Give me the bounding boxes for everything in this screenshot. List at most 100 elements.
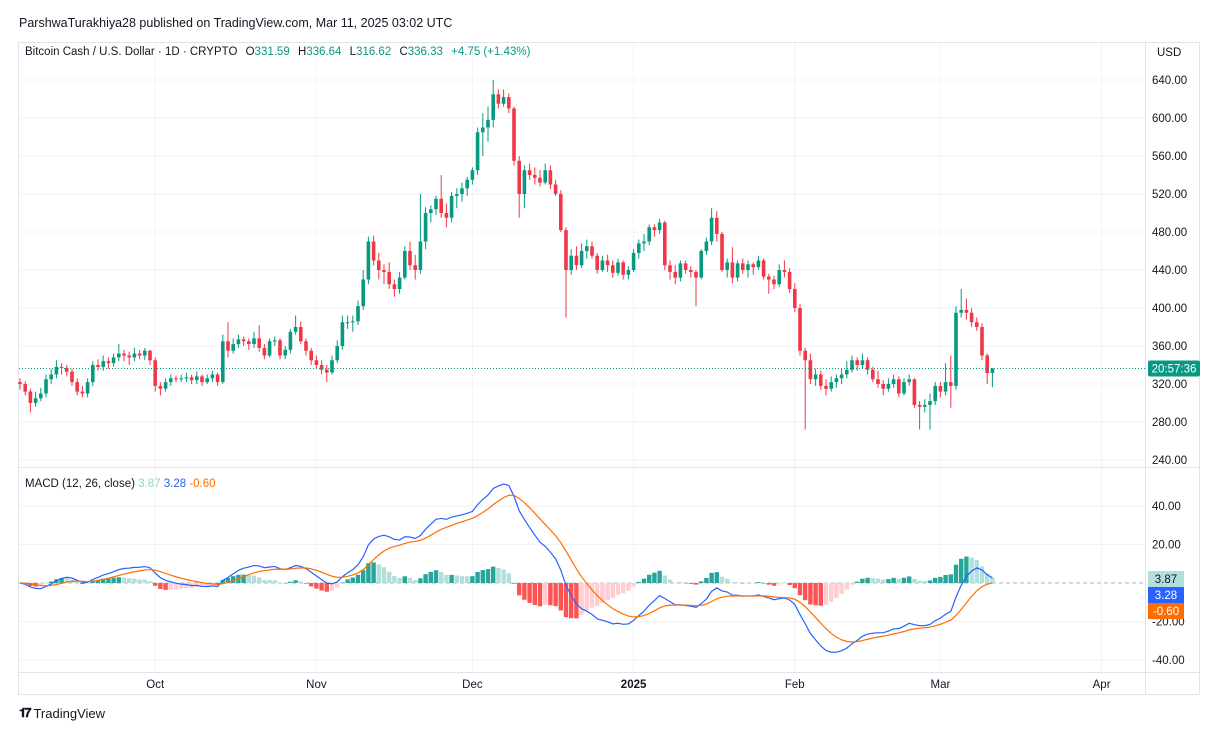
candle (231, 338, 235, 354)
macd-histogram-bar (350, 577, 355, 583)
candle (616, 258, 620, 276)
candle (299, 321, 303, 345)
candle (787, 268, 792, 293)
macd-histogram-bar (823, 583, 829, 605)
candle-body (642, 241, 646, 244)
candle-body (990, 368, 995, 373)
price-tick-label: 520.00 (1152, 189, 1187, 201)
macd-histogram-bar (465, 576, 470, 583)
candle-body (694, 271, 698, 278)
macd-histogram-bar (153, 583, 158, 586)
candle (590, 241, 594, 259)
candle-body (28, 391, 33, 403)
candle (174, 375, 178, 383)
macd-histogram-bar (158, 583, 163, 589)
candle-body (761, 260, 766, 277)
candle (33, 391, 38, 407)
candle-body (819, 374, 823, 386)
macd-histogram-bar (517, 583, 522, 596)
candle (148, 349, 152, 365)
tradingview-logo[interactable]: 𝟏𝟕 TradingView (19, 705, 106, 721)
candle-body (215, 374, 220, 383)
candle (756, 255, 761, 270)
candle (75, 378, 79, 396)
candle-body (637, 243, 641, 253)
candle (106, 357, 111, 369)
macd-histogram-bar (184, 583, 189, 589)
candle-body (101, 361, 105, 367)
macd-histogram-bar (64, 578, 69, 583)
macd-histogram-bar (714, 572, 719, 583)
candle-body (969, 312, 974, 323)
macd-histogram-bar (387, 571, 392, 583)
candle (782, 260, 787, 278)
candle (907, 374, 911, 386)
candle (481, 113, 485, 156)
candle-body (902, 382, 906, 394)
candle (18, 378, 22, 390)
candle-body (787, 271, 792, 289)
candle-body (460, 188, 464, 194)
macd-histogram-bar (501, 569, 506, 583)
candle (28, 388, 33, 413)
candle (241, 336, 246, 346)
candle (163, 378, 168, 392)
publication-credit: ParshwaTurakhiya28 published on TradingV… (19, 16, 453, 30)
candle-body (798, 308, 802, 351)
candle-body (325, 369, 329, 373)
high-value: 336.64 (306, 46, 342, 58)
candle-body (153, 360, 157, 386)
candle-body (210, 374, 215, 379)
candle-body (886, 384, 891, 389)
candle-body (475, 132, 480, 171)
candle (137, 349, 142, 360)
macd-histogram-bar (246, 575, 251, 583)
macd-histogram-bar (886, 579, 891, 583)
macd-histogram-bar (485, 569, 491, 583)
candle-body (522, 170, 527, 194)
candle (663, 220, 667, 270)
candle (257, 325, 261, 352)
candle-body (590, 246, 594, 256)
macd-histogram-bar (917, 580, 922, 583)
candle (600, 255, 605, 272)
candle-body (720, 233, 724, 270)
candle (200, 374, 204, 386)
candle (642, 233, 646, 251)
macd-tick-label: 40.00 (1152, 501, 1181, 513)
candle-body (132, 353, 137, 358)
candle (564, 227, 568, 318)
candle-body (725, 262, 729, 270)
candle-body (699, 251, 703, 278)
macd-histogram-bar (844, 583, 849, 590)
candle-body (80, 391, 85, 394)
candle (465, 176, 469, 196)
macd-histogram-bar (80, 583, 85, 585)
candle (933, 382, 937, 405)
candle-body (418, 241, 423, 270)
macd-histogram-bar (652, 572, 657, 583)
candle-body (652, 227, 657, 231)
candle-body (330, 360, 334, 373)
candle (761, 258, 766, 280)
candle-body (111, 357, 116, 364)
axes: 640.00 600.00 560.00 520.00 480.00 440.00 400.… (19, 43, 1200, 694)
macd-histogram-bar (251, 575, 257, 583)
macd-histogram-bar (938, 576, 943, 583)
candle-body (221, 341, 225, 383)
macd-histogram-bar (454, 575, 459, 583)
candle-body (106, 361, 111, 364)
candle (652, 224, 657, 237)
macd-histogram-bar (355, 574, 361, 583)
currency-label[interactable]: USD (1157, 47, 1182, 59)
candle-body (293, 327, 298, 332)
candle (850, 355, 854, 373)
macd-histogram-bar (231, 576, 236, 583)
candle (725, 258, 729, 278)
candle-body (527, 170, 532, 175)
candle (699, 249, 703, 280)
candle (834, 374, 839, 388)
candle-body (299, 327, 303, 342)
macd-histogram-bar (792, 583, 797, 589)
